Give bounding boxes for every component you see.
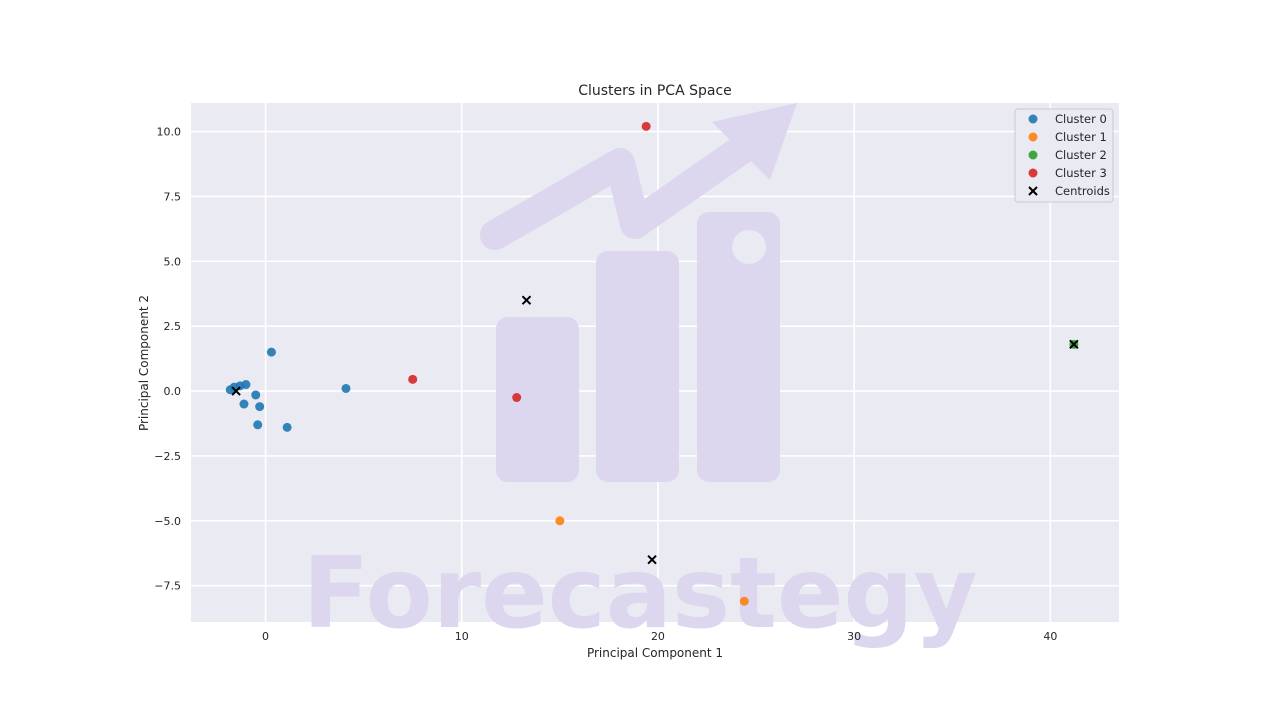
watermark-dot <box>732 230 766 264</box>
legend: Cluster 0 Cluster 1 Cluster 2 Cluster 3 Cent… <box>1014 108 1114 203</box>
x-axis-label: Principal Component 1 <box>587 646 723 660</box>
y-tick-label: −5.0 <box>154 515 181 528</box>
scatter-points <box>225 121 1079 606</box>
legend-marker-cluster-1 <box>1028 132 1038 142</box>
watermark-logo: Forecastegy <box>303 103 978 651</box>
cluster-0-point <box>253 420 263 430</box>
x-tick-label: 10 <box>455 630 469 643</box>
centroid-stroke <box>1069 339 1079 350</box>
y-tick-label: 0.0 <box>164 385 182 398</box>
centroids-point <box>521 295 532 305</box>
x-tick-label: 40 <box>1043 630 1057 643</box>
cluster-0-point <box>241 380 251 390</box>
x-tick-label: 20 <box>651 630 665 643</box>
watermark-trend-arrow <box>480 125 770 250</box>
centroid-stroke <box>1028 186 1038 196</box>
watermark-arrow-head <box>712 103 797 180</box>
cluster-0-point <box>251 390 261 400</box>
y-tick-label: −2.5 <box>154 450 181 463</box>
cluster-3-point <box>408 374 418 384</box>
cluster-0-point <box>239 399 249 409</box>
watermark-bar-3 <box>697 212 780 482</box>
cluster-3-point <box>512 393 522 403</box>
centroids-point <box>231 386 241 396</box>
centroid-stroke <box>647 555 657 565</box>
cluster-1-point <box>555 516 565 526</box>
legend-label-centroids: Centroids <box>1055 184 1110 198</box>
legend-label-cluster-2: Cluster 2 <box>1055 148 1107 162</box>
centroids-point <box>647 555 657 565</box>
legend-label-cluster-1: Cluster 1 <box>1055 130 1107 144</box>
y-axis-ticks: −7.5 −5.0 −2.5 0.0 2.5 5.0 7.5 10.0 <box>154 126 181 593</box>
cluster-1-point <box>739 596 749 606</box>
legend-label-cluster-0: Cluster 0 <box>1055 112 1107 126</box>
y-tick-label: 7.5 <box>164 190 182 203</box>
legend-box <box>1014 108 1114 203</box>
x-tick-label: 0 <box>262 630 269 643</box>
legend-marker-cluster-0 <box>1028 114 1038 124</box>
y-tick-label: −7.5 <box>154 580 181 593</box>
x-tick-label: 30 <box>847 630 861 643</box>
y-axis-label: Principal Component 2 <box>137 295 151 431</box>
watermark-bar-1 <box>496 317 579 482</box>
y-tick-label: 5.0 <box>164 255 182 268</box>
centroid-stroke <box>521 295 532 305</box>
watermark-text: Forecastegy <box>303 537 978 651</box>
legend-label-cluster-3: Cluster 3 <box>1055 166 1107 180</box>
centroid-stroke <box>231 386 241 396</box>
x-axis-ticks: 0 10 20 30 40 <box>262 630 1057 643</box>
cluster-0-point <box>255 402 265 412</box>
chart-title: Clusters in PCA Space <box>578 83 732 99</box>
legend-marker-cluster-3 <box>1028 168 1038 178</box>
cluster-0-point <box>341 383 351 393</box>
watermark-bar-2 <box>596 251 679 482</box>
cluster-0-point <box>282 422 292 432</box>
legend-marker-cluster-2 <box>1028 150 1038 160</box>
y-tick-label: 10.0 <box>157 126 182 139</box>
y-tick-label: 2.5 <box>164 320 182 333</box>
cluster-3-point <box>641 121 651 131</box>
centroids-point <box>1069 339 1079 350</box>
cluster-0-point <box>266 347 276 357</box>
legend-marker-centroids <box>1028 186 1038 196</box>
